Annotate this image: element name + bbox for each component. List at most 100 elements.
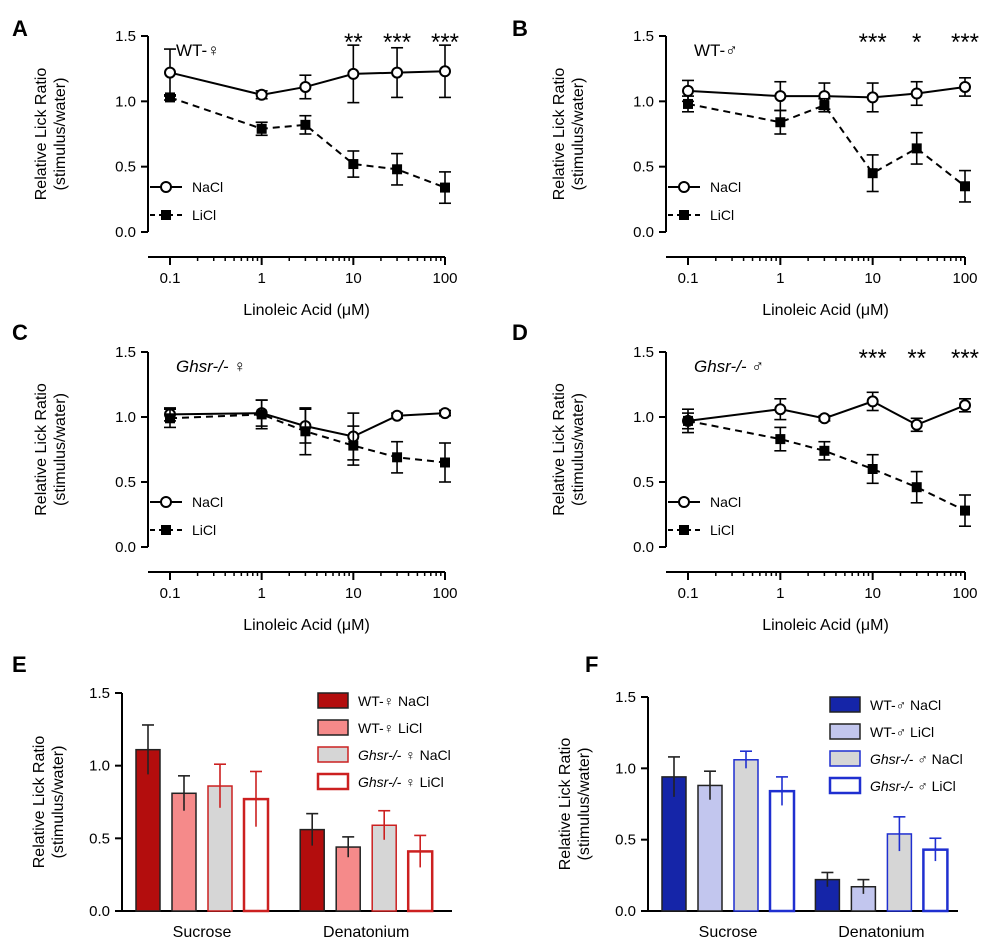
panel-d-y-tick-label: 1.5 xyxy=(633,344,654,361)
panel-a-letter: A xyxy=(12,16,28,41)
panel-c-y-axis-subtitle: (stimulus/water) xyxy=(52,393,69,506)
panel-e: E 0.0 0.5 1.0 1.5 Relative Lick Ratio (stimulu… xyxy=(12,652,452,941)
panel-a-y-tick-label: 1.0 xyxy=(115,93,136,110)
panel-b-x-tick-label: 1 xyxy=(776,270,784,287)
panel-d-series-licl-point xyxy=(819,445,830,456)
panel-e-legend-swatch xyxy=(317,692,349,709)
panel-b-series-nacl-point xyxy=(682,84,694,97)
panel-c-series-licl-point xyxy=(300,426,311,437)
panel-a-significance-marker: *** xyxy=(383,29,411,56)
panel-f-legend-label: Ghsr-/- ♂ LiCl xyxy=(870,778,956,794)
panel-a-series-nacl-point xyxy=(391,66,404,79)
panel-b-x-axis-title: Linoleic Acid (μM) xyxy=(762,302,889,319)
panel-c-legend-nacl-label: NaCl xyxy=(192,494,223,510)
panel-d-series-nacl-point xyxy=(866,395,879,408)
panel-f-bar xyxy=(661,776,687,912)
panel-c-x-axis-title: Linoleic Acid (μM) xyxy=(243,617,370,634)
panel-d-series-nacl-point xyxy=(818,412,831,425)
panel-b-y-axis-subtitle: (stimulus/water) xyxy=(570,78,587,191)
panel-d-y-tick-label: 1.0 xyxy=(633,409,654,426)
panel-b-series-nacl-point xyxy=(866,91,879,104)
panel-d-series-licl-point xyxy=(960,505,970,516)
panel-e-category-label: Denatonium xyxy=(323,924,409,941)
panel-b-series-licl-point xyxy=(867,168,878,179)
panel-a-x-tick-label: 0.1 xyxy=(160,270,181,287)
panel-f-y-tick-label: 1.5 xyxy=(615,689,636,706)
panel-b: B 0.0 0.5 1.0 1.5 Relative Lick Ratio (stimulu… xyxy=(512,16,979,319)
panel-f-legend-swatch xyxy=(829,723,861,740)
panel-d-series-nacl-line xyxy=(687,400,966,426)
panel-e-legend-swatch xyxy=(317,719,349,736)
panel-f-y-axis-subtitle: (stimulus/water) xyxy=(576,748,593,861)
panel-e-y-axis-subtitle: (stimulus/water) xyxy=(50,746,67,859)
panel-e-bar xyxy=(135,748,161,912)
panel-b-series-licl-point xyxy=(683,98,693,109)
panel-a-series-nacl-point xyxy=(299,80,312,93)
panel-a-x-tick-label: 10 xyxy=(345,270,362,287)
panel-d-legend-licl-marker xyxy=(679,525,689,535)
panel-d-y-tick-label: 0.5 xyxy=(633,474,654,491)
panel-d-series-licl-point xyxy=(775,434,786,445)
panel-d-y-axis-title: Relative Lick Ratio xyxy=(551,383,568,516)
panel-c-series-licl-point xyxy=(256,409,267,420)
panel-c-series-licl-point xyxy=(392,452,403,463)
panel-b-series-nacl-point xyxy=(959,80,971,93)
panel-a-significance-marker: *** xyxy=(431,29,459,56)
panel-d-significance-marker: ** xyxy=(907,345,926,372)
panel-b-series-licl-point xyxy=(960,181,970,192)
panel-c-series-licl-point xyxy=(165,413,175,424)
panel-b-x-tick-label: 10 xyxy=(864,270,881,287)
panel-e-letter: E xyxy=(12,652,27,677)
panel-a-y-axis-subtitle: (stimulus/water) xyxy=(52,78,69,191)
panel-b-series-nacl-point xyxy=(910,87,923,100)
panel-d-significance-marker: *** xyxy=(951,345,979,372)
panel-a-y-tick-label: 0.0 xyxy=(115,224,136,241)
panel-a-x-tick-label: 100 xyxy=(432,270,457,287)
panel-a-series-nacl-line xyxy=(169,70,446,96)
panel-d-series-nacl-point xyxy=(774,403,787,416)
panel-b-series-licl-point xyxy=(819,100,830,111)
panel-f-category-label: Sucrose xyxy=(699,924,758,941)
panel-b-y-tick-label: 0.0 xyxy=(633,224,654,241)
panel-f-category-label: Denatonium xyxy=(838,924,924,941)
panel-f-legend-label: WT-♂ NaCl xyxy=(870,697,941,713)
panel-c-legend-nacl-marker xyxy=(160,496,172,508)
panel-e-legend-label: Ghsr-/- ♀ LiCl xyxy=(358,774,444,790)
panel-a-y-axis-title: Relative Lick Ratio xyxy=(33,68,50,201)
panel-d-legend-licl-label: LiCl xyxy=(710,522,734,538)
panel-d-series-licl-line xyxy=(687,419,966,512)
panel-b-series-licl-point xyxy=(775,117,786,128)
panel-b-significance-marker: *** xyxy=(951,29,979,56)
panel-c-x-tick-label: 0.1 xyxy=(160,585,181,602)
panel-e-bar xyxy=(242,797,270,913)
panel-a-significance-marker: ** xyxy=(344,29,363,56)
panel-b-y-tick-label: 0.5 xyxy=(633,159,654,176)
panel-a-x-axis-title: Linoleic Acid (μM) xyxy=(243,302,370,319)
panel-d-series-nacl-point xyxy=(910,418,923,431)
panel-a-series-licl-point xyxy=(440,182,450,193)
panel-d-series-licl-point xyxy=(867,464,878,474)
panel-c-y-tick-label: 0.0 xyxy=(115,539,136,556)
panel-b-y-tick-label: 1.5 xyxy=(633,28,654,45)
panel-b-legend-licl-marker xyxy=(679,210,689,220)
panel-b-x-tick-label: 0.1 xyxy=(678,270,699,287)
panel-d-series-nacl-point xyxy=(959,399,971,412)
panel-f-y-tick-label: 0.5 xyxy=(615,832,636,849)
panel-c-y-axis-title: Relative Lick Ratio xyxy=(33,383,50,516)
panel-a-x-tick-label: 1 xyxy=(257,270,265,287)
panel-b-legend-nacl-marker xyxy=(678,181,690,193)
panel-a-legend-licl-marker xyxy=(161,210,171,220)
panel-e-legend-label: WT-♀ NaCl xyxy=(358,693,429,709)
panel-c-legend-licl-label: LiCl xyxy=(192,522,216,538)
panel-a-series-licl-point xyxy=(256,123,267,134)
panel-d-y-tick-label: 0.0 xyxy=(633,539,654,556)
panel-d-x-tick-label: 10 xyxy=(864,585,881,602)
panel-c-x-tick-label: 10 xyxy=(345,585,362,602)
panel-c: C 0.0 0.5 1.0 1.5 Relative Lick Ratio (stimulu… xyxy=(12,320,458,634)
panel-f-y-tick-label: 1.0 xyxy=(615,760,636,777)
panel-e-bar xyxy=(335,846,361,912)
panel-b-series-nacl-point xyxy=(774,90,787,103)
panel-e-y-axis-title: Relative Lick Ratio xyxy=(31,736,48,869)
panel-f-legend-swatch xyxy=(829,696,861,713)
